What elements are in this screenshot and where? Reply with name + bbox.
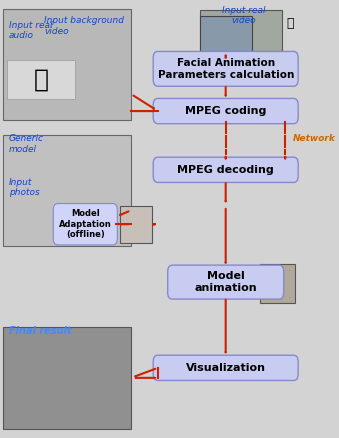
FancyBboxPatch shape xyxy=(3,135,131,246)
Text: Generic
model: Generic model xyxy=(9,134,44,154)
FancyBboxPatch shape xyxy=(153,157,298,183)
Text: Final result: Final result xyxy=(9,325,72,336)
FancyBboxPatch shape xyxy=(153,355,298,381)
FancyBboxPatch shape xyxy=(200,16,252,58)
FancyBboxPatch shape xyxy=(153,51,298,86)
Text: Input
photos: Input photos xyxy=(9,178,40,197)
Text: Visualization: Visualization xyxy=(186,363,266,373)
FancyBboxPatch shape xyxy=(200,10,282,58)
Text: Input real
video: Input real video xyxy=(222,6,266,25)
FancyBboxPatch shape xyxy=(168,265,284,299)
Text: 📷: 📷 xyxy=(34,68,48,92)
FancyBboxPatch shape xyxy=(53,204,117,245)
Text: 🎥: 🎥 xyxy=(286,17,294,30)
FancyBboxPatch shape xyxy=(153,99,298,124)
FancyBboxPatch shape xyxy=(120,206,152,243)
Text: Input background
video: Input background video xyxy=(44,16,124,35)
Text: Model
animation: Model animation xyxy=(194,271,257,293)
FancyBboxPatch shape xyxy=(7,60,75,99)
FancyBboxPatch shape xyxy=(260,264,295,303)
Text: MPEG coding: MPEG coding xyxy=(185,106,266,116)
Text: Model
Adaptation
(offline): Model Adaptation (offline) xyxy=(59,209,112,239)
Text: Network: Network xyxy=(293,134,336,143)
FancyBboxPatch shape xyxy=(3,9,131,120)
FancyBboxPatch shape xyxy=(3,327,131,429)
Text: Input real
audio: Input real audio xyxy=(9,21,53,40)
Text: MPEG decoding: MPEG decoding xyxy=(177,165,274,175)
Text: Facial Animation
Parameters calculation: Facial Animation Parameters calculation xyxy=(158,58,294,80)
